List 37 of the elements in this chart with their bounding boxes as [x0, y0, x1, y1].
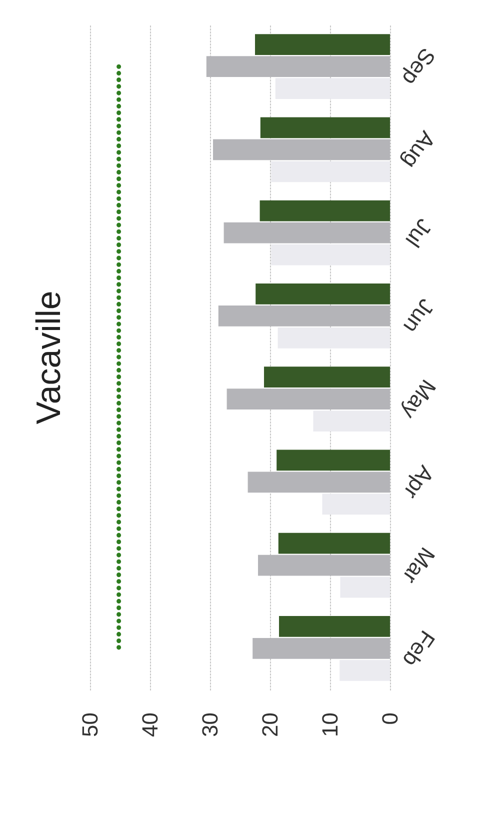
bar: [252, 638, 390, 659]
bar: [271, 161, 390, 182]
bar: [278, 327, 390, 348]
bar: [256, 284, 390, 304]
y-tick-label: Sep: [397, 44, 440, 90]
bar: [224, 222, 390, 244]
bar: [322, 494, 390, 515]
bar: [255, 34, 390, 56]
bar: [278, 532, 390, 554]
x-tick-label: 10: [318, 712, 342, 737]
bar: [260, 200, 390, 222]
bar: [279, 616, 390, 637]
bar: [218, 306, 390, 326]
bar: [276, 450, 390, 471]
bar: [213, 139, 390, 160]
x-tick-label: 50: [78, 712, 102, 737]
bar: [258, 554, 390, 576]
bar: [271, 244, 390, 266]
x-tick-label: 0: [378, 712, 402, 725]
x-tick-label: 40: [138, 712, 162, 737]
bar: [260, 117, 390, 138]
bar: [226, 388, 390, 410]
bar: [340, 660, 390, 681]
text: Vacaville: [30, 290, 68, 424]
y-tick-label: Mar: [398, 542, 440, 588]
bar: [275, 78, 390, 99]
x-tick-label: 30: [198, 712, 222, 737]
bar: [264, 366, 390, 388]
bar: [340, 576, 390, 598]
x-tick-label: 20: [258, 712, 282, 737]
bar: [206, 56, 390, 77]
y-tick-label: Feb: [398, 626, 440, 672]
y-tick-label: Jun: [398, 294, 440, 338]
bar: [313, 410, 390, 432]
y-tick-label: Apr: [398, 461, 439, 504]
bar: [248, 472, 390, 493]
y-tick-label: Jul: [400, 214, 438, 252]
